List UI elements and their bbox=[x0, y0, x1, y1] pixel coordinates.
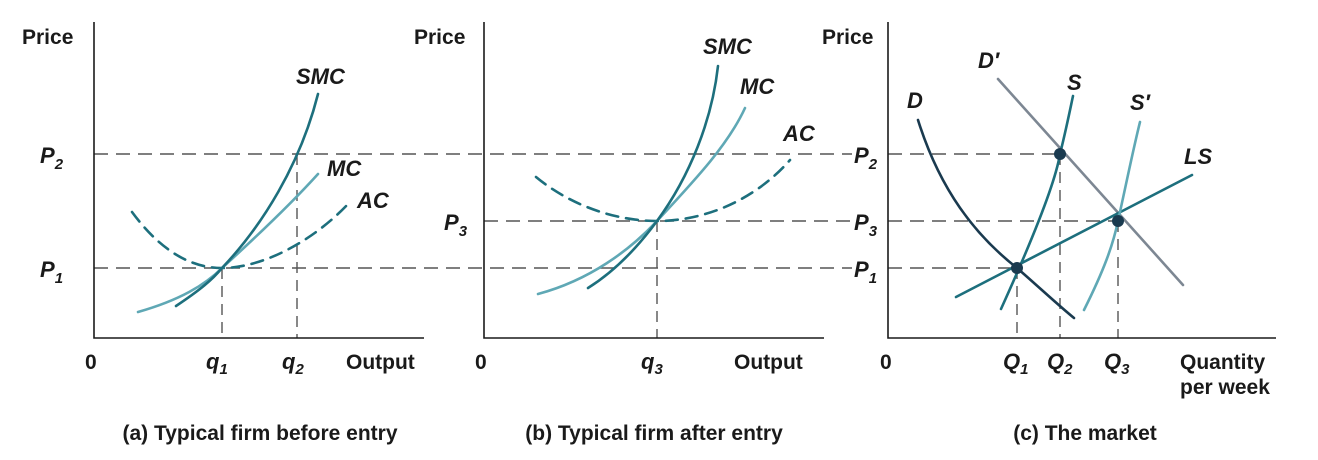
panel-c-x-label-line1: Quantity bbox=[1180, 351, 1265, 374]
panel-c-ls-label: LS bbox=[1184, 144, 1212, 169]
panel-a-y-label: Price bbox=[22, 26, 73, 49]
panel-a-ac-curve bbox=[130, 202, 350, 270]
panel-a-q1-label: q1 bbox=[206, 349, 228, 378]
panel-c-d-label: D bbox=[907, 88, 923, 113]
panel-c-origin: 0 bbox=[880, 351, 892, 374]
panel-a-mc-label: MC bbox=[327, 156, 362, 181]
panel-c-x-label-line2: per week bbox=[1180, 376, 1270, 399]
panel-b-y-label: Price bbox=[414, 26, 465, 49]
panel-c-equilibrium-point-2 bbox=[1054, 148, 1066, 160]
panel-c-p1-label: P1 bbox=[854, 257, 877, 287]
panel-a-mc-curve bbox=[136, 172, 320, 314]
panel-b-mc-label: MC bbox=[740, 74, 775, 99]
panel-a-p1-label: P1 bbox=[40, 257, 63, 287]
panel-b-q3-label: q3 bbox=[641, 349, 663, 378]
panel-c-Q2-label: Q2 bbox=[1047, 349, 1073, 378]
panel-c-d-curve bbox=[916, 118, 1076, 320]
panel-c-y-label: Price bbox=[822, 26, 873, 49]
panel-c-d-prime-curve bbox=[996, 77, 1185, 287]
panel-a-origin: 0 bbox=[85, 351, 97, 374]
panel-a-q2-label: q2 bbox=[282, 349, 304, 378]
panel-b-ac-label: AC bbox=[782, 121, 816, 146]
panel-a-x-label: Output bbox=[346, 351, 415, 374]
panel-a-smc-curve bbox=[174, 92, 320, 308]
panel-b-smc-label: SMC bbox=[703, 34, 753, 59]
panel-a-axes bbox=[93, 22, 424, 339]
panel-a-smc-label: SMC bbox=[296, 64, 346, 89]
panel-c-axes bbox=[887, 22, 1276, 339]
panel-c-d-prime-label: D′ bbox=[978, 48, 1001, 73]
panel-a-p2-label: P2 bbox=[40, 143, 64, 173]
panel-c-s-prime-label: S′ bbox=[1130, 90, 1152, 115]
panel-c: Price 0 Quantity per week P2 P3 P1 Q1 Q2… bbox=[822, 22, 1276, 445]
panel-c-equilibrium-point-1 bbox=[1011, 262, 1023, 274]
panel-b-axes bbox=[483, 22, 824, 339]
panel-c-s-curve bbox=[999, 94, 1075, 311]
panel-c-s-label: S bbox=[1067, 70, 1082, 95]
panel-c-equilibrium-point-3 bbox=[1112, 215, 1124, 227]
panel-b-origin: 0 bbox=[475, 351, 487, 374]
panel-c-caption: (c) The market bbox=[1013, 422, 1157, 445]
panel-b-x-label: Output bbox=[734, 351, 803, 374]
panel-b-caption: (b) Typical firm after entry bbox=[525, 422, 783, 445]
panel-a: Price 0 Output P2 P1 q1 q2 SMC MC AC (a)… bbox=[22, 22, 424, 445]
panel-a-ac-label: AC bbox=[356, 188, 390, 213]
panel-a-caption: (a) Typical firm before entry bbox=[122, 422, 397, 445]
panel-b: Price 0 Output P3 q3 SMC MC AC (b) Typic… bbox=[414, 22, 824, 445]
panel-b-mc-curve bbox=[536, 106, 747, 296]
panel-c-Q3-label: Q3 bbox=[1104, 349, 1130, 378]
panel-c-p3-label: P3 bbox=[854, 210, 878, 240]
panel-c-ls-curve bbox=[954, 173, 1194, 299]
panel-b-p3-label: P3 bbox=[444, 210, 468, 240]
panel-b-smc-curve bbox=[586, 64, 720, 290]
panel-c-p2-label: P2 bbox=[854, 143, 878, 173]
panel-c-Q1-label: Q1 bbox=[1003, 349, 1028, 378]
